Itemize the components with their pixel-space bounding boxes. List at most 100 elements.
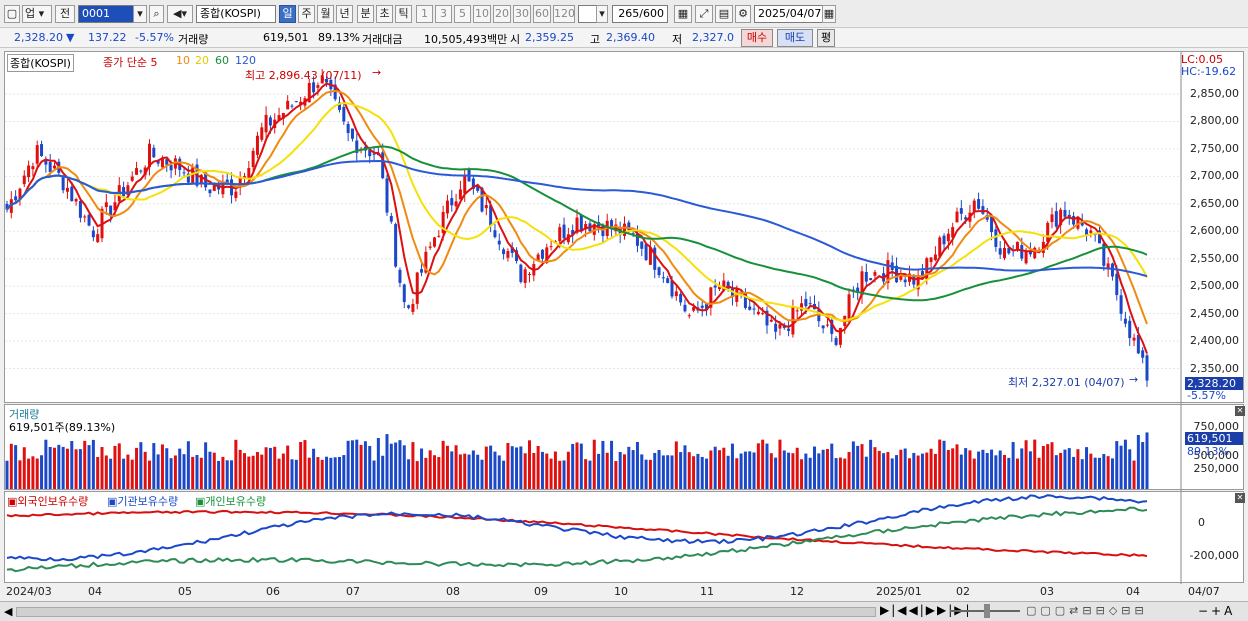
interval-60[interactable]: 60 (533, 5, 551, 23)
calendar-icon[interactable]: ▦ (822, 5, 836, 23)
candle-body (510, 247, 514, 253)
candle-body (722, 280, 726, 291)
save-icon[interactable]: ▤ (715, 5, 733, 23)
volume-bar (851, 441, 855, 489)
interval-3[interactable]: 3 (435, 5, 452, 23)
close-icon[interactable]: ✕ (1235, 493, 1245, 503)
candle-body (825, 324, 829, 326)
scrollbar-track[interactable] (16, 607, 876, 617)
interval-1[interactable]: 1 (416, 5, 433, 23)
volume-chart[interactable] (5, 405, 1245, 491)
volume-bar (165, 448, 169, 489)
candle-body (679, 294, 683, 303)
candle-body (489, 205, 493, 227)
holders-chart[interactable] (5, 492, 1245, 584)
volume-pct: 89.13% (318, 31, 360, 44)
volume-bar (454, 445, 458, 489)
volume-bar (217, 460, 221, 489)
search-icon[interactable]: ⌕ (149, 5, 164, 23)
window-icon[interactable]: ▢ (4, 5, 20, 23)
individual-line (6, 506, 1148, 573)
tab-day[interactable]: 일 (279, 5, 296, 23)
volume-bar (670, 455, 674, 489)
tab-month[interactable]: 월 (317, 5, 334, 23)
tab-minute[interactable]: 분 (357, 5, 374, 23)
candle-body (1028, 250, 1032, 255)
candle-body (972, 200, 976, 212)
tab-week[interactable]: 주 (298, 5, 315, 23)
candle-body (139, 170, 143, 172)
scroll-left-icon[interactable]: ◀ (4, 605, 13, 618)
draw-tools-icon[interactable]: ⤢ (695, 5, 713, 23)
stock-name-field[interactable]: 종합(KOSPI) (196, 5, 276, 23)
interval-5[interactable]: 5 (454, 5, 471, 23)
candle-body (787, 328, 791, 331)
tab-second[interactable]: 초 (376, 5, 393, 23)
legend-ma120: 120 (235, 54, 256, 67)
high-value: 2,369.40 (606, 31, 655, 44)
volume-bar (782, 450, 786, 489)
price-chart[interactable] (5, 52, 1245, 404)
volume-bar (445, 445, 449, 489)
code-dropdown-icon[interactable]: ▾ (133, 5, 147, 23)
playback-controls[interactable]: ▶|◀◀|▶▶|▶| (880, 603, 972, 617)
volume-bar (338, 456, 341, 489)
interval-120[interactable]: 120 (553, 5, 575, 23)
code-input[interactable]: 0001 (78, 5, 136, 23)
sell-button[interactable]: 매도 (777, 29, 813, 47)
zoom-slider-handle[interactable] (984, 604, 990, 618)
price-panel[interactable]: 종합(KOSPI) 종가 단순 5 10 20 60 120 최고 2,896.… (4, 51, 1245, 404)
legend-stock-name[interactable]: 종합(KOSPI) (7, 54, 74, 72)
candle-body (549, 246, 553, 248)
candle-body (540, 249, 544, 259)
candle-body (27, 165, 31, 178)
tab-year[interactable]: 년 (336, 5, 353, 23)
market-select[interactable]: 업 ▾ (22, 5, 52, 23)
volume-bar (955, 444, 959, 489)
close-icon[interactable]: ✕ (1235, 406, 1245, 416)
price-value: 2,328.20 (14, 31, 63, 44)
high-label: 고 (590, 33, 601, 46)
tab-tick[interactable]: 틱 (395, 5, 412, 23)
candle-body (182, 172, 186, 174)
candle-body (683, 304, 687, 312)
volume-bar (847, 451, 851, 489)
speaker-icon[interactable]: ◀▾ (167, 5, 193, 23)
interval-10[interactable]: 10 (473, 5, 491, 23)
volume-bar (1132, 460, 1136, 489)
candle-body (700, 305, 704, 308)
volume-title: 거래량 (9, 408, 40, 421)
prev-button[interactable]: 전 (55, 5, 75, 23)
volume-bar (722, 447, 726, 489)
interval-30[interactable]: 30 (513, 5, 531, 23)
volume-bar (925, 452, 929, 489)
gear-icon[interactable]: ⚙ (735, 5, 751, 23)
candle-body (1102, 243, 1106, 266)
market-label: 업 (25, 7, 36, 20)
candle-body (312, 82, 316, 93)
count-field[interactable]: 265/600 (612, 5, 668, 23)
candle-body (1128, 320, 1132, 339)
candle-body (830, 319, 834, 334)
ma20-line (6, 102, 1148, 322)
volume-bar (951, 448, 955, 489)
eval-button[interactable]: 평 (817, 29, 835, 47)
holders-panel[interactable]: ▣외국인보유수량 ▣기관보유수량 ▣개인보유수량 0 -200,000 ✕ (4, 491, 1245, 584)
volume-panel[interactable]: 거래량 619,501주(89.13%) 750,000 500,000 250… (4, 404, 1245, 491)
candle-body (411, 303, 415, 312)
candle-body (122, 187, 126, 197)
view-tools[interactable]: ▢▢▢⇄⊟⊟◇⊟⊟ (1026, 604, 1148, 617)
volume-bar (173, 455, 177, 489)
y-tick: 2,450,00 (1190, 306, 1239, 320)
volume-bar (325, 456, 329, 489)
y-tick: 2,650,00 (1190, 196, 1239, 210)
zoom-buttons[interactable]: −+A (1198, 604, 1236, 618)
candle-body (104, 202, 108, 208)
buy-button[interactable]: 매수 (741, 29, 773, 47)
candle-body (450, 198, 454, 206)
interval-dropdown-icon[interactable]: ▾ (596, 5, 608, 23)
candle-body (480, 187, 484, 212)
candle-body (135, 168, 139, 175)
chart-settings-icon[interactable]: ▦ (674, 5, 692, 23)
interval-20[interactable]: 20 (493, 5, 511, 23)
